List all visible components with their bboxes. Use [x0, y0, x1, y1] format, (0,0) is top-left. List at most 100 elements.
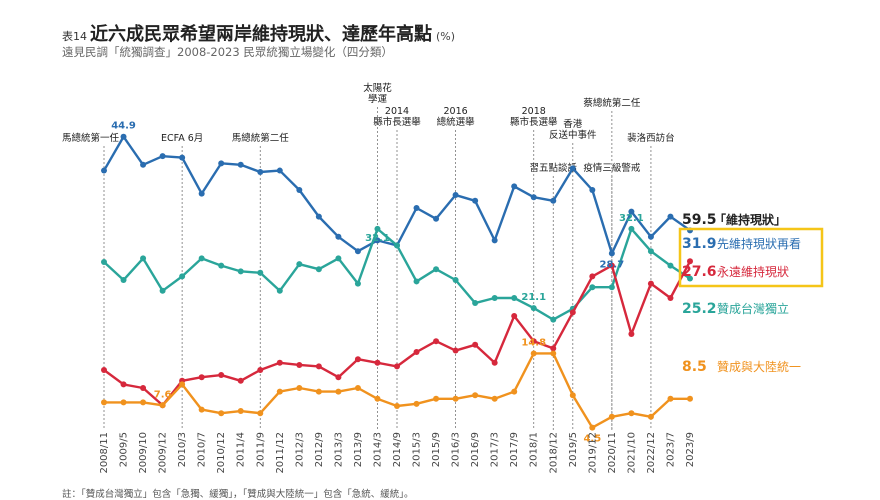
- data-point: [140, 255, 147, 262]
- x-tick-label: 2009/10: [138, 432, 149, 474]
- data-point: [179, 154, 186, 161]
- event-label: 太陽花: [363, 82, 392, 94]
- data-point: [433, 215, 440, 222]
- summary-label: 「維持現狀」: [714, 212, 786, 227]
- table-number: 表14: [62, 30, 87, 43]
- data-point: [647, 280, 654, 287]
- data-point: [530, 338, 537, 345]
- unit-label: (%): [436, 30, 456, 43]
- data-label: 4.5: [583, 434, 601, 445]
- data-point: [257, 410, 264, 417]
- data-point: [159, 402, 166, 409]
- data-point: [276, 287, 283, 294]
- data-point: [120, 133, 127, 140]
- series-end-value: 25.2: [682, 301, 717, 317]
- data-label: 7.6: [154, 389, 172, 400]
- data-point: [374, 237, 381, 244]
- event-label: 裴洛西訪台: [627, 132, 675, 144]
- series-end-label: 贊成與大陸統一: [717, 360, 801, 374]
- summary-value: 59.5: [682, 212, 717, 228]
- data-point: [198, 255, 205, 262]
- data-point: [101, 399, 107, 406]
- series-end-value: 27.6: [682, 264, 717, 280]
- data-point: [667, 213, 674, 220]
- data-point: [550, 316, 557, 323]
- data-point: [296, 361, 303, 368]
- x-tick-label: 2009/5: [119, 432, 130, 467]
- data-label: 14.8: [521, 337, 546, 348]
- data-point: [140, 385, 147, 391]
- data-point: [413, 400, 420, 407]
- data-point: [687, 258, 693, 265]
- x-tick-label: 2016/3: [451, 432, 462, 467]
- data-point: [394, 363, 400, 370]
- data-point: [530, 194, 537, 201]
- x-tick-label: 2019/12: [587, 432, 598, 474]
- x-tick-label: 2018/1: [529, 432, 540, 467]
- data-point: [218, 262, 225, 269]
- data-point: [374, 395, 381, 402]
- data-point: [218, 372, 225, 379]
- data-point: [101, 367, 107, 373]
- x-tick-label: 2011/9: [255, 432, 266, 467]
- data-point: [413, 349, 420, 355]
- x-tick-label: 2010/3: [177, 432, 188, 467]
- data-point: [335, 374, 342, 381]
- data-point: [472, 300, 479, 307]
- x-tick-label: 2015/9: [431, 432, 442, 467]
- series-end-label: 永遠維持現狀: [717, 264, 789, 279]
- data-point: [472, 392, 479, 399]
- data-point: [101, 259, 107, 265]
- data-point: [452, 395, 459, 402]
- data-label: 21.1: [521, 292, 546, 303]
- event-label: ECFA 6月: [161, 133, 203, 144]
- footnote: 註：「贊成台灣獨立」包含「急獨、緩獨」，「贊成與大陸統一」包含「急統、緩統」。: [62, 489, 414, 500]
- data-point: [628, 208, 635, 215]
- data-point: [667, 395, 674, 402]
- data-point: [433, 338, 440, 345]
- data-point: [452, 192, 459, 199]
- x-tick-label: 2021/10: [626, 432, 637, 474]
- data-label: 28.7: [600, 259, 625, 270]
- data-point: [413, 205, 420, 211]
- x-tick-label: 2015/3: [412, 432, 423, 467]
- x-tick-label: 2012/9: [314, 432, 325, 467]
- data-point: [394, 403, 400, 409]
- series-end-label: 先維持現狀再看: [717, 236, 801, 251]
- x-tick-label: 2013/3: [333, 432, 344, 467]
- data-point: [101, 167, 107, 174]
- x-tick-label: 2011/12: [275, 432, 286, 474]
- data-point: [413, 278, 420, 285]
- data-point: [491, 295, 498, 301]
- data-point: [296, 187, 303, 193]
- data-point: [433, 266, 440, 273]
- data-point: [647, 248, 654, 255]
- series-end-label: 贊成台灣獨立: [717, 301, 789, 316]
- event-label: 馬總統第一任: [62, 132, 120, 144]
- data-point: [687, 395, 693, 402]
- data-point: [296, 261, 303, 268]
- data-point: [315, 266, 322, 273]
- x-tick-label: 2019/5: [568, 432, 579, 467]
- data-point: [589, 273, 596, 280]
- data-point: [374, 359, 381, 366]
- data-point: [550, 345, 557, 352]
- event-label: 習五點談話: [530, 162, 578, 174]
- data-point: [179, 273, 186, 280]
- x-tick-label: 2010/12: [216, 432, 227, 474]
- event-label: 總統選舉: [437, 116, 476, 128]
- data-label: 32.1: [619, 213, 644, 224]
- data-point: [472, 197, 479, 204]
- event-label: 2016: [444, 106, 468, 117]
- series-end-value: 31.9: [682, 236, 717, 252]
- x-tick-label: 2009/12: [158, 432, 169, 474]
- data-point: [276, 167, 283, 174]
- data-point: [198, 374, 205, 381]
- data-point: [198, 190, 205, 197]
- chart-title: 表14 近六成民眾希望兩岸維持現狀、達歷年高點 (%): [62, 20, 455, 46]
- event-label: 反送中事件: [549, 129, 597, 141]
- event-label: 2018: [522, 106, 546, 117]
- data-point: [452, 347, 459, 354]
- data-point: [276, 359, 283, 366]
